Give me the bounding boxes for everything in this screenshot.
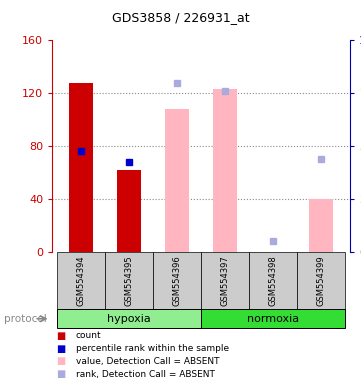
Text: GSM554396: GSM554396 (173, 255, 182, 306)
Text: GSM554398: GSM554398 (269, 255, 278, 306)
Bar (309, 199, 333, 252)
Bar (213, 89, 237, 252)
Text: ■: ■ (56, 369, 65, 379)
FancyBboxPatch shape (297, 252, 345, 309)
Text: GSM554397: GSM554397 (221, 255, 230, 306)
Bar (117, 170, 141, 252)
Text: GDS3858 / 226931_at: GDS3858 / 226931_at (112, 11, 249, 24)
Text: count: count (76, 331, 101, 341)
Text: normoxia: normoxia (247, 314, 299, 324)
Text: ■: ■ (56, 344, 65, 354)
Bar (165, 109, 189, 252)
Text: GSM554395: GSM554395 (125, 255, 134, 306)
Text: rank, Detection Call = ABSENT: rank, Detection Call = ABSENT (76, 369, 215, 379)
FancyBboxPatch shape (57, 309, 201, 328)
Text: protocol: protocol (4, 314, 46, 324)
FancyBboxPatch shape (249, 252, 297, 309)
Text: GSM554394: GSM554394 (77, 255, 86, 306)
Text: hypoxia: hypoxia (107, 314, 151, 324)
FancyBboxPatch shape (105, 252, 153, 309)
FancyBboxPatch shape (57, 252, 105, 309)
Bar (69, 83, 93, 252)
Text: ■: ■ (56, 331, 65, 341)
Text: value, Detection Call = ABSENT: value, Detection Call = ABSENT (76, 357, 219, 366)
FancyBboxPatch shape (201, 309, 345, 328)
FancyBboxPatch shape (201, 252, 249, 309)
Text: percentile rank within the sample: percentile rank within the sample (76, 344, 229, 353)
Text: GSM554399: GSM554399 (317, 255, 326, 306)
Text: ■: ■ (56, 356, 65, 366)
FancyBboxPatch shape (153, 252, 201, 309)
